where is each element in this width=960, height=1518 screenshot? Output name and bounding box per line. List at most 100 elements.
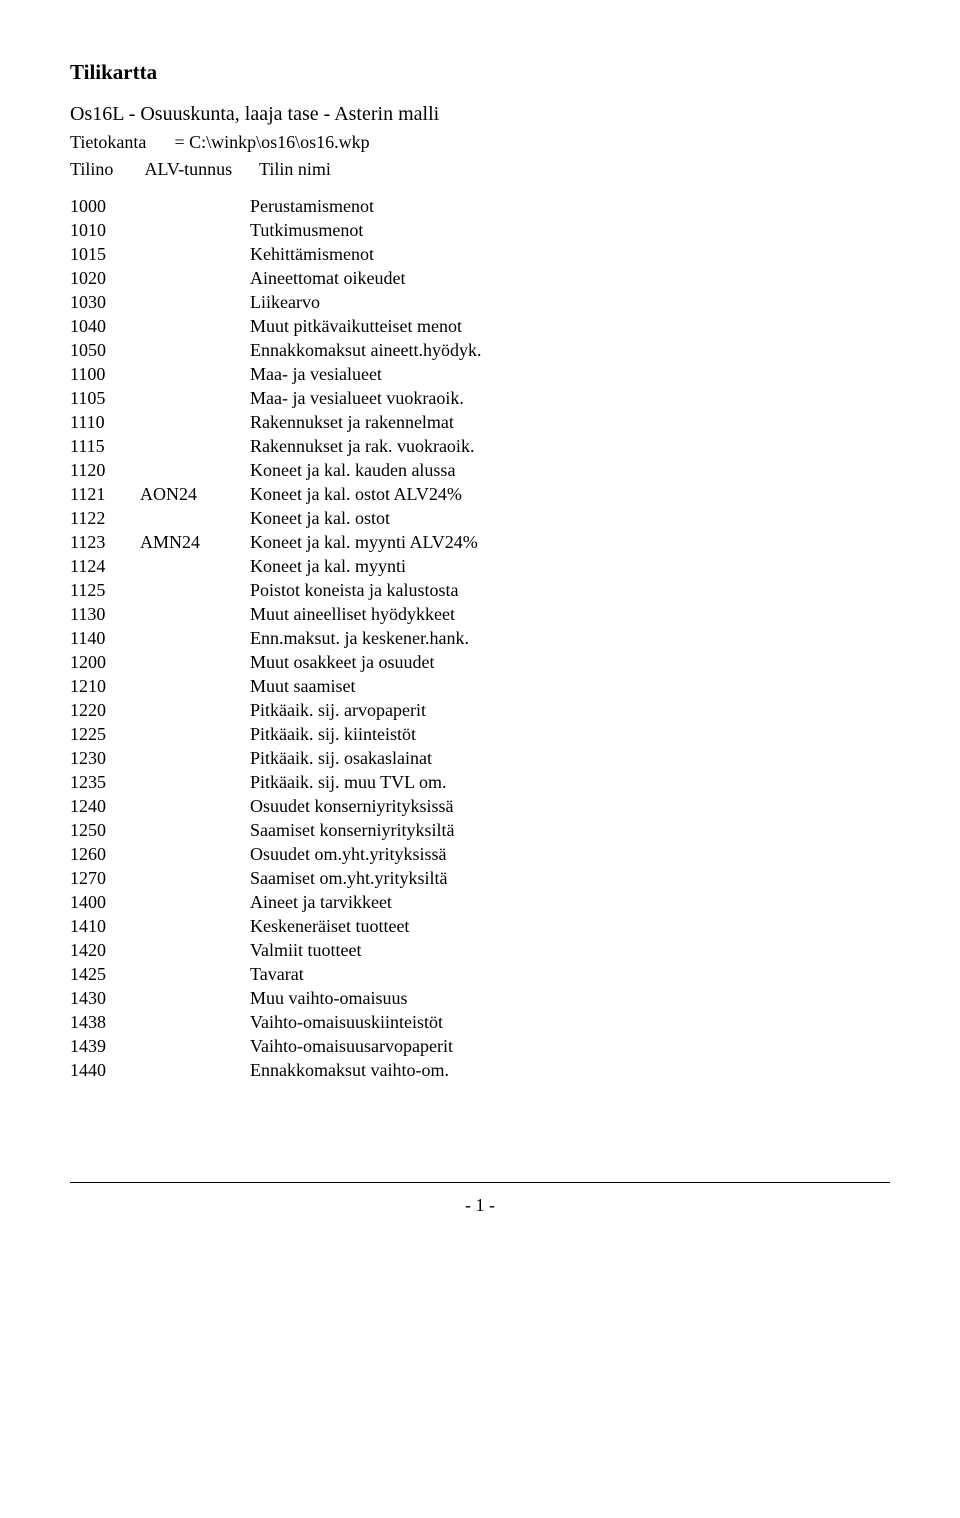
header-nimi: Tilin nimi xyxy=(259,159,331,180)
table-row: 1120 Koneet ja kal. kauden alussa xyxy=(70,458,481,482)
header-tilino: Tilino xyxy=(70,159,140,180)
cell-nimi: Liikearvo xyxy=(250,290,481,314)
table-row: 1010Tutkimusmenot xyxy=(70,218,481,242)
cell-nimi: Ennakkomaksut aineett.hyödyk. xyxy=(250,338,481,362)
table-row: 1105Maa- ja vesialueet vuokraoik. xyxy=(70,386,481,410)
cell-tilino: 1438 xyxy=(70,1010,140,1034)
cell-alv xyxy=(140,1058,250,1082)
cell-tilino: 1050 xyxy=(70,338,140,362)
table-row: 1040Muut pitkävaikutteiset menot xyxy=(70,314,481,338)
cell-alv xyxy=(140,626,250,650)
cell-alv xyxy=(140,746,250,770)
cell-alv xyxy=(140,554,250,578)
cell-tilino: 1124 xyxy=(70,554,140,578)
table-row: 1130 Muut aineelliset hyödykkeet xyxy=(70,602,481,626)
cell-alv xyxy=(140,1034,250,1058)
table-row: 1030 Liikearvo xyxy=(70,290,481,314)
table-row: 1439Vaihto-omaisuusarvopaperit xyxy=(70,1034,481,1058)
cell-tilino: 1430 xyxy=(70,986,140,1010)
cell-nimi: Osuudet om.yht.yrityksissä xyxy=(250,842,481,866)
cell-tilino: 1225 xyxy=(70,722,140,746)
cell-nimi: Maa- ja vesialueet vuokraoik. xyxy=(250,386,481,410)
page-number: - 1 - xyxy=(70,1182,890,1216)
cell-nimi: Valmiit tuotteet xyxy=(250,938,481,962)
cell-alv xyxy=(140,842,250,866)
cell-nimi: Saamiset om.yht.yrityksiltä xyxy=(250,866,481,890)
cell-tilino: 1260 xyxy=(70,842,140,866)
accounts-table: 1000Perustamismenot1010Tutkimusmenot1015… xyxy=(70,194,481,1082)
table-row: 1000Perustamismenot xyxy=(70,194,481,218)
document-title: Tilikartta xyxy=(70,60,890,85)
cell-tilino: 1125 xyxy=(70,578,140,602)
cell-tilino: 1030 xyxy=(70,290,140,314)
cell-alv xyxy=(140,506,250,530)
cell-nimi: Pitkäaik. sij. osakaslainat xyxy=(250,746,481,770)
table-row: 1400Aineet ja tarvikkeet xyxy=(70,890,481,914)
table-row: 1015Kehittämismenot xyxy=(70,242,481,266)
table-row: 1250 Saamiset konserniyrityksiltä xyxy=(70,818,481,842)
cell-alv xyxy=(140,458,250,482)
cell-nimi: Pitkäaik. sij. arvopaperit xyxy=(250,698,481,722)
cell-alv xyxy=(140,218,250,242)
cell-tilino: 1410 xyxy=(70,914,140,938)
cell-alv xyxy=(140,722,250,746)
cell-nimi: Koneet ja kal. ostot ALV24% xyxy=(250,482,481,506)
cell-tilino: 1100 xyxy=(70,362,140,386)
cell-alv xyxy=(140,938,250,962)
cell-tilino: 1121 xyxy=(70,482,140,506)
cell-alv xyxy=(140,290,250,314)
table-row: 1020Aineettomat oikeudet xyxy=(70,266,481,290)
cell-tilino: 1130 xyxy=(70,602,140,626)
cell-nimi: Muut pitkävaikutteiset menot xyxy=(250,314,481,338)
cell-nimi: Muut aineelliset hyödykkeet xyxy=(250,602,481,626)
table-row: 1210Muut saamiset xyxy=(70,674,481,698)
table-row: 1100Maa- ja vesialueet xyxy=(70,362,481,386)
table-row: 1050 Ennakkomaksut aineett.hyödyk. xyxy=(70,338,481,362)
cell-alv xyxy=(140,266,250,290)
cell-alv: AON24 xyxy=(140,482,250,506)
cell-alv xyxy=(140,890,250,914)
table-row: 1220Pitkäaik. sij. arvopaperit xyxy=(70,698,481,722)
table-row: 1200Muut osakkeet ja osuudet xyxy=(70,650,481,674)
table-row: 1430Muu vaihto-omaisuus xyxy=(70,986,481,1010)
cell-tilino: 1230 xyxy=(70,746,140,770)
cell-nimi: Rakennukset ja rak. vuokraoik. xyxy=(250,434,481,458)
header-alv: ALV-tunnus xyxy=(145,159,255,180)
cell-tilino: 1440 xyxy=(70,1058,140,1082)
cell-tilino: 1120 xyxy=(70,458,140,482)
cell-nimi: Keskeneräiset tuotteet xyxy=(250,914,481,938)
column-headers: Tilino ALV-tunnus Tilin nimi xyxy=(70,159,890,180)
cell-alv xyxy=(140,602,250,626)
cell-tilino: 1210 xyxy=(70,674,140,698)
cell-tilino: 1010 xyxy=(70,218,140,242)
cell-nimi: Pitkäaik. sij. kiinteistöt xyxy=(250,722,481,746)
cell-nimi: Ennakkomaksut vaihto-om. xyxy=(250,1058,481,1082)
cell-alv xyxy=(140,914,250,938)
cell-alv xyxy=(140,962,250,986)
cell-alv xyxy=(140,1010,250,1034)
cell-nimi: Pitkäaik. sij. muu TVL om. xyxy=(250,770,481,794)
cell-tilino: 1250 xyxy=(70,818,140,842)
cell-tilino: 1420 xyxy=(70,938,140,962)
table-row: 1124 Koneet ja kal. myynti xyxy=(70,554,481,578)
table-row: 1140Enn.maksut. ja keskener.hank. xyxy=(70,626,481,650)
table-row: 1425Tavarat xyxy=(70,962,481,986)
cell-tilino: 1240 xyxy=(70,794,140,818)
cell-alv xyxy=(140,866,250,890)
table-row: 1121AON24Koneet ja kal. ostot ALV24% xyxy=(70,482,481,506)
cell-nimi: Saamiset konserniyrityksiltä xyxy=(250,818,481,842)
cell-alv xyxy=(140,386,250,410)
cell-tilino: 1235 xyxy=(70,770,140,794)
table-row: 1235 Pitkäaik. sij. muu TVL om. xyxy=(70,770,481,794)
cell-nimi: Koneet ja kal. myynti xyxy=(250,554,481,578)
cell-tilino: 1439 xyxy=(70,1034,140,1058)
table-row: 1230 Pitkäaik. sij. osakaslainat xyxy=(70,746,481,770)
cell-nimi: Koneet ja kal. kauden alussa xyxy=(250,458,481,482)
cell-nimi: Rakennukset ja rakennelmat xyxy=(250,410,481,434)
cell-alv xyxy=(140,410,250,434)
cell-nimi: Aineettomat oikeudet xyxy=(250,266,481,290)
cell-alv xyxy=(140,242,250,266)
cell-tilino: 1400 xyxy=(70,890,140,914)
cell-nimi: Kehittämismenot xyxy=(250,242,481,266)
cell-alv xyxy=(140,794,250,818)
